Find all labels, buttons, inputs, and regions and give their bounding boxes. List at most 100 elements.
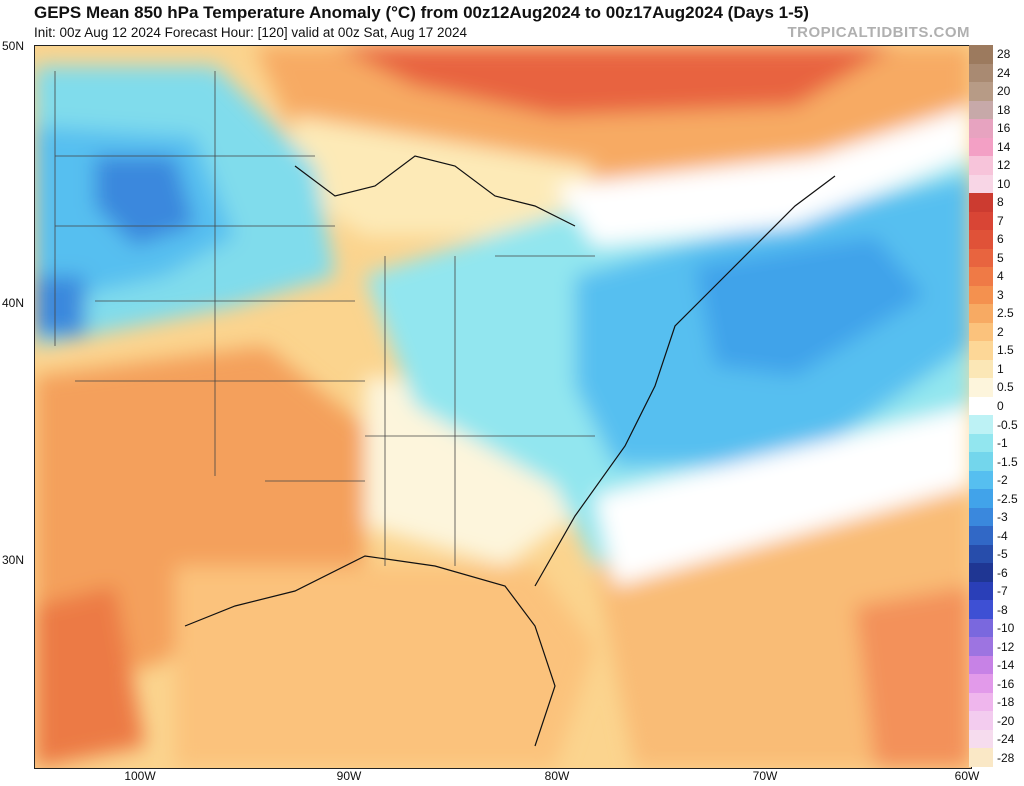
colorbar-swatch (969, 470, 993, 490)
colorbar-swatch (969, 674, 993, 694)
anomaly-map-svg (35, 46, 971, 768)
colorbar-label: 1.5 (997, 343, 1014, 358)
colorbar-label: 4 (997, 269, 1004, 284)
map-subtitle: Init: 00z Aug 12 2024 Forecast Hour: [12… (34, 25, 468, 40)
colorbar-label: -2 (997, 473, 1008, 488)
warm-anomaly-core-canada (335, 46, 895, 116)
colorbar-swatch (969, 63, 993, 83)
colorbar-label: 18 (997, 102, 1011, 117)
colorbar-label: 2.5 (997, 306, 1014, 321)
great-lakes-outline (294, 155, 576, 227)
lat-label-40n: 40N (2, 296, 25, 310)
colorbar-swatch (969, 230, 993, 250)
lon-label-100w: 100W (124, 769, 156, 783)
anomaly-map (34, 45, 972, 769)
colorbar-swatch (969, 119, 993, 139)
colorbar-swatch (969, 100, 993, 120)
colorbar-label: 14 (997, 139, 1011, 154)
colorbar-swatch (969, 581, 993, 601)
colorbar-swatch (969, 359, 993, 379)
lon-label-60w: 60W (954, 769, 980, 783)
colorbar-swatch (969, 137, 993, 157)
colorbar-label: 16 (997, 121, 1011, 136)
colorbar-swatch (969, 526, 993, 546)
warm-anomaly-mexico (35, 586, 145, 768)
colorbar-swatch (969, 341, 993, 361)
colorbar-swatch (969, 156, 993, 176)
colorbar-label: 28 (997, 47, 1011, 62)
colorbar-swatch (969, 174, 993, 194)
atlantic-coastline (534, 175, 836, 587)
lon-label-70w: 70W (752, 769, 778, 783)
lat-label-50n: 50N (2, 39, 25, 53)
warm-anomaly-east-atlantic (855, 586, 971, 768)
colorbar-swatch (969, 304, 993, 324)
colorbar-swatch (969, 563, 993, 583)
colorbar-swatch (969, 415, 993, 435)
colorbar-label: 7 (997, 213, 1004, 228)
state-borders (54, 71, 595, 566)
colorbar-label: -20 (997, 713, 1015, 728)
neutral-anomaly-band-north (555, 106, 971, 246)
brand-watermark[interactable]: TROPICALTIDBITS.COM (787, 24, 970, 41)
colorbar-label: -1.5 (997, 454, 1018, 469)
cold-anomaly-wyoming (35, 276, 85, 336)
cold-anomaly-core-dakotas (95, 156, 195, 246)
warm-anomaly-gulf (175, 566, 595, 768)
colorbar-label: 2 (997, 324, 1004, 339)
lon-label-90w: 90W (336, 769, 362, 783)
colorbar-swatch (969, 748, 993, 768)
colorbar-swatch (969, 507, 993, 527)
colorbar-label: 20 (997, 84, 1011, 99)
colorbar-label: -10 (997, 621, 1015, 636)
colorbar-label: -24 (997, 732, 1015, 747)
colorbar-label: -8 (997, 602, 1008, 617)
cold-anomaly-offshore (695, 236, 925, 376)
neutral-anomaly-band-atlantic (595, 406, 971, 586)
colorbar-label: 24 (997, 65, 1011, 80)
colorbar-swatch (969, 655, 993, 675)
colorbar-swatch (969, 692, 993, 712)
colorbar-label: 10 (997, 176, 1011, 191)
colorbar-swatch (969, 82, 993, 102)
colorbar-swatch (969, 193, 993, 213)
lat-label-30n: 30N (2, 553, 25, 567)
colorbar-label: -14 (997, 658, 1015, 673)
neutral-anomaly-great-lakes (285, 116, 595, 236)
colorbar-label: -28 (997, 750, 1015, 765)
colorbar-swatch (969, 433, 993, 453)
colorbar-label: 6 (997, 232, 1004, 247)
colorbar-swatch (969, 729, 993, 749)
colorbar-swatch (969, 544, 993, 564)
map-title: GEPS Mean 850 hPa Temperature Anomaly (°… (34, 3, 809, 22)
colorbar-swatch (969, 618, 993, 638)
colorbar-swatch (969, 322, 993, 342)
colorbar-label: -1 (997, 436, 1008, 451)
colorbar-swatch (969, 637, 993, 657)
colorbar-label: -7 (997, 584, 1008, 599)
colorbar-label: -18 (997, 695, 1015, 710)
colorbar-swatch (969, 378, 993, 398)
colorbar-swatch (969, 267, 993, 287)
colorbar-label: -12 (997, 639, 1015, 654)
colorbar-swatch (969, 489, 993, 509)
gulf-coastline (184, 555, 556, 747)
coastlines (184, 155, 836, 747)
colorbar-swatch (969, 285, 993, 305)
colorbar-swatch (969, 396, 993, 416)
colorbar-label: -4 (997, 528, 1008, 543)
colorbar-label: -16 (997, 676, 1015, 691)
colorbar-label: -2.5 (997, 491, 1018, 506)
colorbar-label: 0.5 (997, 380, 1014, 395)
colorbar-swatch (969, 600, 993, 620)
colorbar-swatch (969, 711, 993, 731)
colorbar-label: 1 (997, 361, 1004, 376)
colorbar-label: -5 (997, 547, 1008, 562)
colorbar-label: 12 (997, 158, 1011, 173)
colorbar-label: -3 (997, 510, 1008, 525)
colorbar-swatch (969, 211, 993, 231)
colorbar-label: 5 (997, 250, 1004, 265)
colorbar-swatch (969, 248, 993, 268)
colorbar-swatch (969, 45, 993, 64)
colorbar-label: -0.5 (997, 417, 1018, 432)
